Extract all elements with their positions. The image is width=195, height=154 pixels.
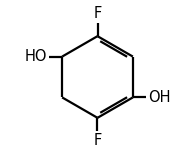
Text: OH: OH <box>148 90 170 105</box>
Text: F: F <box>93 133 102 148</box>
Text: HO: HO <box>25 49 47 64</box>
Text: F: F <box>93 6 102 21</box>
